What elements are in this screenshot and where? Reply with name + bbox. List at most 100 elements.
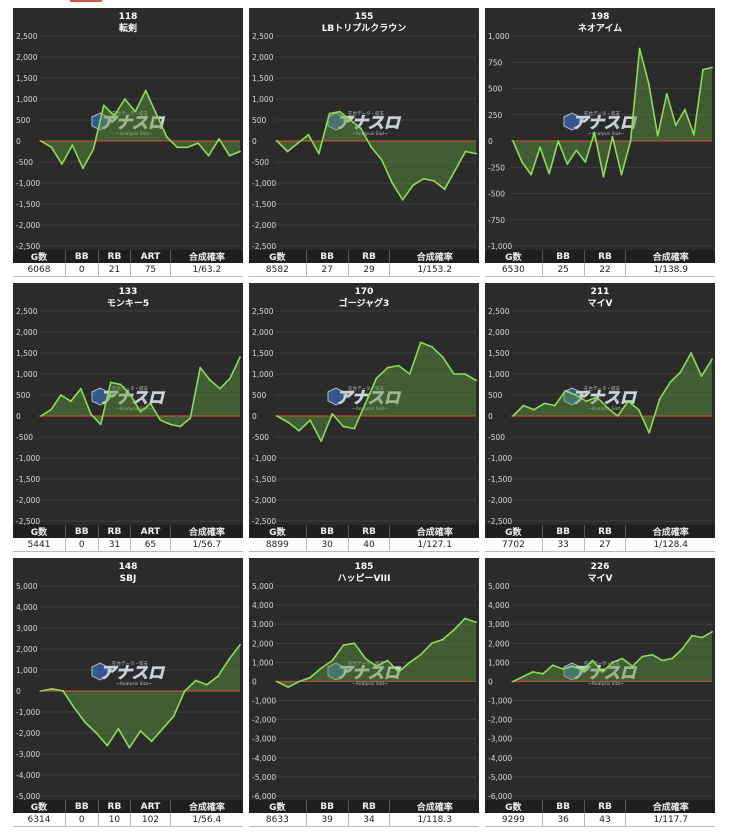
data-point — [441, 356, 444, 359]
stats-table: G数 BB RB 合成確率 8582 27 29 1/153.2 — [249, 250, 479, 277]
stats-header-cell: ART — [130, 250, 171, 263]
machine-number: 155 — [355, 12, 374, 22]
y-tick-label: 0 — [488, 137, 493, 146]
machine-number: 133 — [119, 287, 138, 297]
y-tick-label: -1,000 — [252, 697, 276, 706]
data-point — [219, 387, 222, 390]
data-point — [359, 127, 362, 130]
data-point — [620, 173, 623, 176]
data-point — [606, 406, 609, 409]
stats-header-cell: RB — [348, 250, 391, 263]
data-point — [276, 415, 278, 417]
y-tick-label: -2,000 — [252, 716, 276, 725]
data-point — [658, 398, 661, 401]
data-point — [430, 642, 433, 645]
data-point — [79, 387, 82, 390]
y-tick-label: 1,500 — [252, 74, 274, 83]
data-point — [155, 112, 158, 115]
stats-header-row: G数 BB RB 合成確率 — [249, 525, 479, 538]
top-accent-bar — [70, 0, 102, 2]
y-tick-label: -6,000 — [488, 792, 512, 800]
watermark-subtitle: ~Analysis Slot~ — [588, 131, 624, 137]
data-point — [40, 140, 42, 142]
chart-panel: 226 マイV 5,000 4,000 3,000 2,000 1,000 0 -1,000 -2… — [485, 558, 715, 827]
data-point — [205, 683, 208, 686]
data-point — [601, 671, 604, 673]
machine-name: モンキー5 — [107, 298, 149, 309]
watermark-caption: 在台データ・収支 — [112, 110, 148, 117]
machine-number: 211 — [591, 287, 610, 297]
data-point — [656, 134, 659, 137]
y-tick-label: -2,500 — [16, 242, 40, 250]
data-point — [711, 358, 713, 361]
y-tick-label: 0 — [16, 687, 21, 696]
data-point — [408, 661, 411, 664]
data-point — [189, 417, 192, 419]
data-point — [616, 415, 619, 417]
chart-panel: 185 ハッピーVIII 5,000 4,000 3,000 2,000 1,000 0 -1,… — [249, 558, 479, 827]
stats-table: G数 BB RB 合成確率 9299 36 43 1/117.7 — [485, 800, 715, 827]
stats-value-cell: 1/56.7 — [170, 538, 243, 552]
data-point — [651, 653, 654, 656]
watermark-caption: 在台データ・収支 — [584, 110, 620, 117]
data-point — [297, 142, 299, 145]
data-point — [464, 617, 466, 620]
stats-header-cell: RB — [348, 800, 391, 813]
data-point — [276, 680, 278, 683]
y-tick-label: -2,500 — [16, 517, 40, 525]
data-point — [239, 643, 241, 646]
data-point — [183, 690, 186, 692]
data-point — [353, 427, 356, 430]
y-tick-label: -1,000 — [252, 179, 276, 188]
data-point — [102, 104, 105, 107]
y-tick-label: -1,500 — [488, 475, 512, 484]
machine-number: 118 — [119, 12, 138, 22]
stats-header-cell: ART — [130, 525, 171, 538]
y-tick-label: -4,000 — [252, 754, 276, 763]
stats-header-cell: RB — [98, 800, 132, 813]
stats-value-cell: 1/118.3 — [389, 813, 479, 827]
stats-table: G数 BB RB ART 合成確率 6068 0 21 75 1/63.2 — [13, 250, 243, 277]
data-point — [522, 404, 525, 407]
data-point — [298, 429, 300, 432]
data-point — [554, 404, 556, 407]
watermark-title: アナスロ — [336, 663, 401, 682]
stats-value-cell: 1/153.2 — [389, 263, 479, 277]
y-tick-label: 1,500 — [16, 349, 38, 358]
data-point — [419, 341, 422, 344]
chart-panel: 211 マイV 2,500 2,000 1,500 1,000 500 0 -500 -1,000… — [485, 283, 715, 552]
data-point — [307, 133, 310, 136]
stats-header-cell: 合成確率 — [170, 250, 243, 263]
stats-header-cell: 合成確率 — [170, 800, 243, 813]
data-point — [320, 667, 323, 669]
y-tick-label: -2,000 — [252, 496, 276, 505]
data-point — [119, 383, 122, 386]
data-point — [380, 159, 383, 161]
stats-header-cell: G数 — [249, 250, 307, 263]
y-tick-label: -2,000 — [488, 496, 512, 505]
y-tick-label: 4,000 — [488, 601, 510, 610]
stats-value-cell: 0 — [65, 538, 99, 552]
stats-header-cell: G数 — [249, 525, 307, 538]
y-tick-label: 2,000 — [252, 53, 274, 62]
machine-name: ハッピーVIII — [337, 572, 390, 584]
data-point — [51, 688, 53, 690]
data-point — [584, 161, 587, 163]
data-point — [128, 746, 131, 749]
stats-value-cell: 5441 — [13, 538, 66, 552]
y-tick-label: -2,500 — [488, 517, 512, 525]
y-tick-label: -3,000 — [252, 735, 276, 744]
y-tick-label: 250 — [488, 111, 503, 120]
stats-header-cell: BB — [542, 250, 585, 263]
data-point — [328, 112, 331, 115]
stats-value-row: 9299 36 43 1/117.7 — [485, 813, 715, 827]
chart-svg: 148 SBJ 5,000 4,000 3,000 2,000 1,000 0 -1,000 -2… — [16, 562, 241, 800]
data-point — [194, 679, 197, 682]
stats-value-cell: 0 — [65, 813, 99, 827]
y-tick-label: -2,000 — [16, 496, 40, 505]
data-point — [50, 408, 52, 411]
